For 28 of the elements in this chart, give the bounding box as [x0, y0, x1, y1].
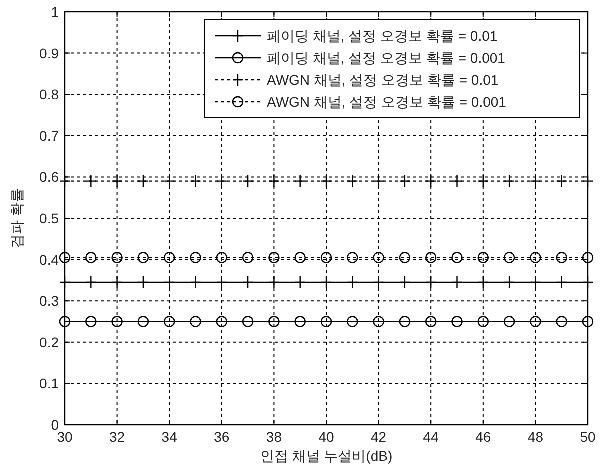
legend-label: AWGN 채널, 설정 오경보 확률 = 0.01 — [267, 72, 499, 88]
x-axis-title: 인접 채널 누설비(dB) — [260, 448, 393, 464]
y-tick-label: 0.9 — [40, 45, 60, 62]
y-tick-label: 0.8 — [40, 86, 60, 103]
x-tick-label: 30 — [57, 429, 73, 445]
y-tick-label: 0.3 — [40, 293, 60, 310]
x-tick-label: 36 — [214, 429, 230, 445]
legend-label: 페이딩 채널, 설정 오경보 확률 = 0.001 — [267, 50, 506, 66]
y-tick-label: 0.1 — [40, 376, 60, 392]
y-axis-title: 검파 확률 — [9, 188, 25, 248]
x-tick-label: 48 — [528, 429, 544, 445]
x-tick-label: 32 — [110, 429, 126, 445]
x-tick-label: 38 — [266, 429, 282, 445]
y-tick-label: 0.6 — [40, 169, 60, 186]
y-tick-label: 0.7 — [40, 128, 60, 144]
x-tick-label: 40 — [318, 429, 334, 445]
x-tick-label: 44 — [423, 429, 440, 445]
y-tick-label: 0.4 — [40, 252, 60, 268]
y-tick-label: 0.2 — [40, 334, 60, 350]
x-tick-label: 50 — [580, 429, 596, 445]
x-tick-label: 42 — [371, 429, 387, 445]
x-tick-label: 34 — [162, 429, 178, 445]
legend-label: AWGN 채널, 설정 오경보 확률 = 0.001 — [267, 94, 507, 110]
legend-label: 페이딩 채널, 설정 오경보 확률 = 0.01 — [267, 28, 498, 44]
y-tick-label: 1 — [51, 4, 60, 20]
x-tick-label: 46 — [476, 429, 492, 445]
y-tick-label: 0 — [51, 417, 60, 433]
y-tick-label: 0.5 — [40, 210, 60, 226]
